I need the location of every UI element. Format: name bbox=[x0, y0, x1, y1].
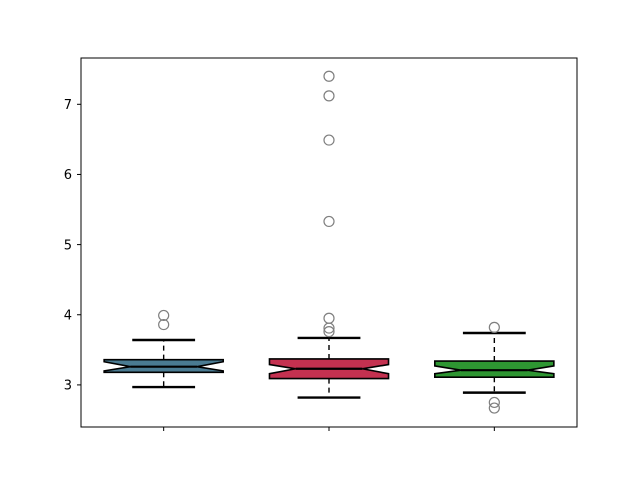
y-tick-label: 3 bbox=[64, 379, 72, 394]
flier-marker bbox=[323, 312, 335, 324]
flier-marker bbox=[323, 325, 335, 338]
flier-marker bbox=[158, 309, 170, 322]
y-tick-label: 4 bbox=[64, 308, 72, 323]
flier-marker bbox=[323, 134, 335, 146]
flier-marker bbox=[158, 318, 170, 331]
flier-marker bbox=[323, 90, 335, 102]
flier-marker bbox=[488, 402, 500, 414]
flier-marker bbox=[488, 396, 500, 409]
y-tick-label: 5 bbox=[64, 238, 72, 253]
y-tick-label: 6 bbox=[64, 168, 72, 183]
box-2-group bbox=[268, 70, 390, 399]
box-1-group bbox=[103, 309, 224, 389]
flier-marker bbox=[323, 215, 335, 228]
box-3-group bbox=[434, 321, 555, 414]
y-tick-label: 7 bbox=[64, 98, 72, 113]
flier-marker bbox=[488, 321, 500, 333]
flier-marker bbox=[323, 70, 335, 82]
